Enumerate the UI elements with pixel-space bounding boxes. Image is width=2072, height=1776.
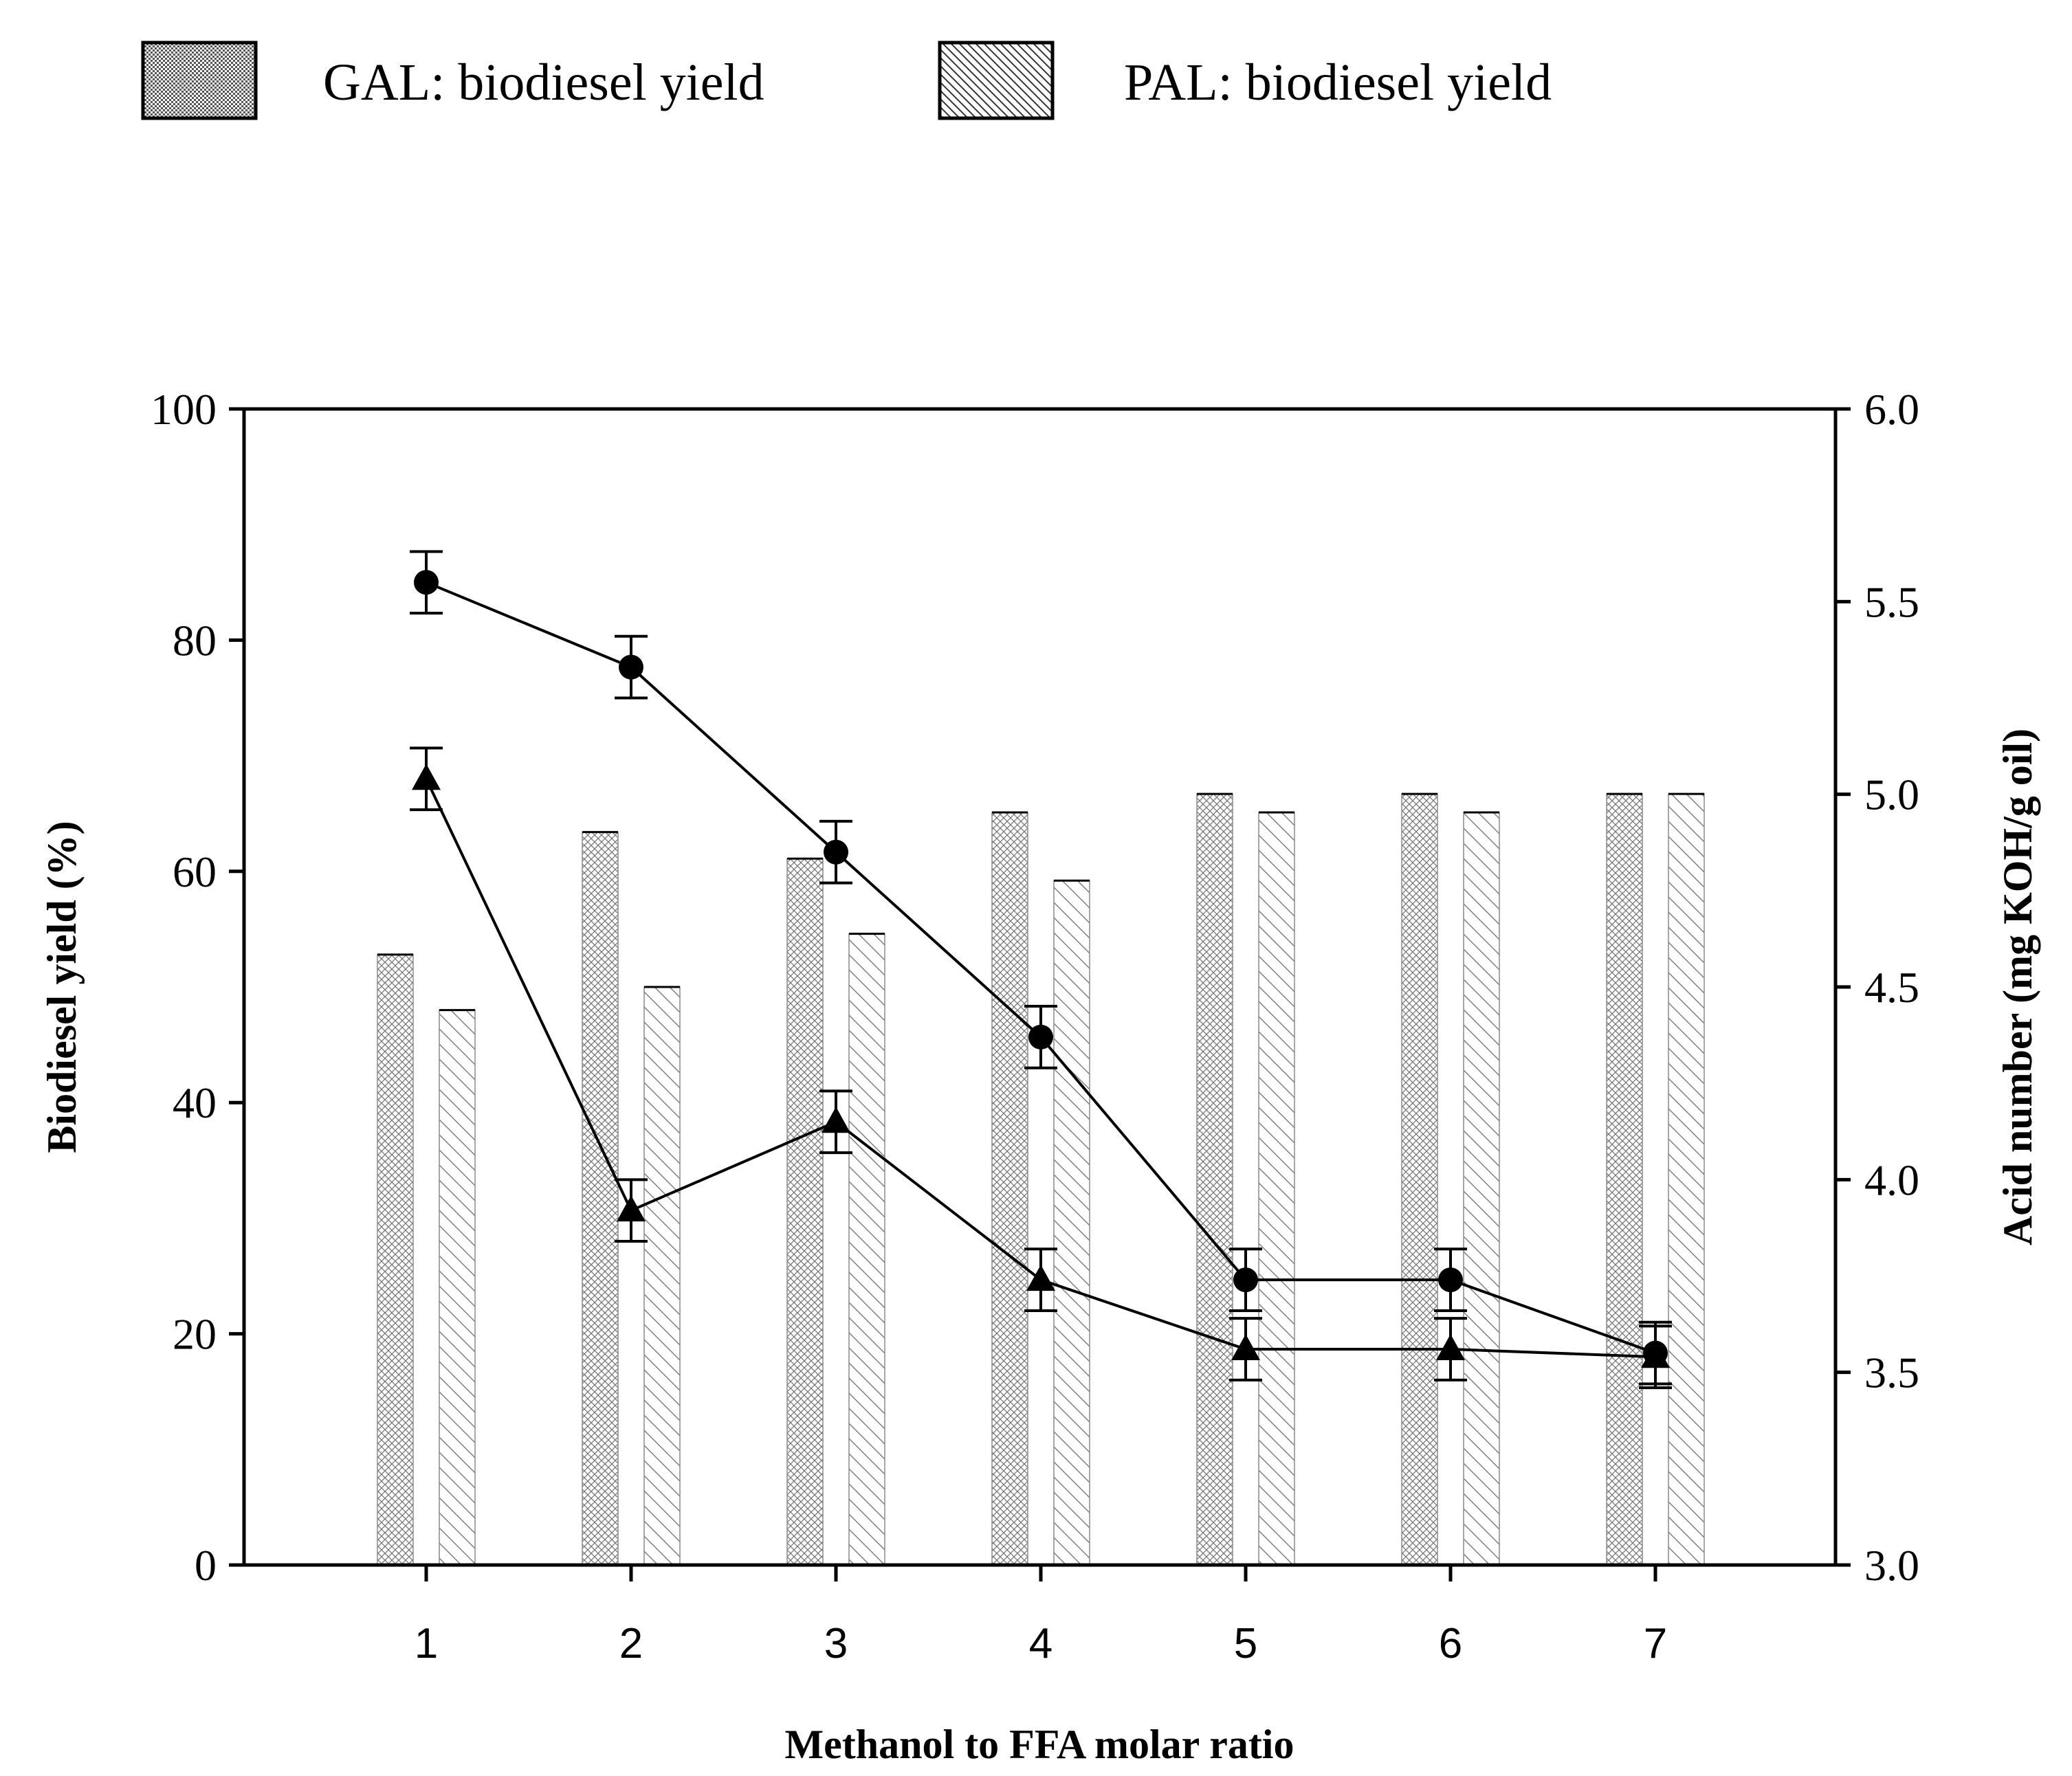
marker-circle-3 bbox=[824, 839, 848, 865]
y-right-tick-label-3.0: 3.0 bbox=[1864, 1541, 1919, 1590]
marker-triangle-2 bbox=[617, 1195, 646, 1222]
marker-circle-2 bbox=[619, 654, 643, 680]
y-left-tick-label-80: 80 bbox=[173, 616, 217, 665]
y-axis-right-title: Acid number (mg KOH/g oil) bbox=[1995, 729, 2040, 1245]
bar-pal-2 bbox=[643, 986, 681, 1566]
bar-gal-2 bbox=[582, 831, 619, 1566]
bar-pal-4 bbox=[1053, 880, 1090, 1566]
x-tick-label-2: 2 bbox=[619, 1620, 643, 1667]
legend-swatch-pal bbox=[938, 41, 1055, 120]
marker-triangle-3 bbox=[822, 1107, 850, 1133]
y-right-tick-label-6.0: 6.0 bbox=[1864, 385, 1919, 434]
bar-gal-1 bbox=[377, 954, 414, 1566]
x-tick-label-7: 7 bbox=[1644, 1620, 1667, 1667]
y-right-tick-label-5.5: 5.5 bbox=[1864, 577, 1919, 626]
marker-circle-5 bbox=[1233, 1267, 1258, 1293]
plot-frame bbox=[242, 407, 1838, 1567]
marker-triangle-5 bbox=[1231, 1334, 1260, 1361]
y-left-tick-label-60: 60 bbox=[173, 847, 217, 896]
y-axis-left-title: Biodiesel yield (%) bbox=[39, 821, 85, 1153]
legend-label-pal: PAL: biodiesel yield bbox=[1124, 54, 1552, 111]
x-tick-label-3: 3 bbox=[824, 1620, 848, 1667]
y-left-tick-label-20: 20 bbox=[173, 1310, 217, 1359]
x-tick-label-5: 5 bbox=[1234, 1620, 1257, 1667]
legend: GAL: biodiesel yield PAL: biodiesel yiel… bbox=[141, 41, 1552, 120]
y-left-tick-label-100: 100 bbox=[151, 385, 217, 434]
y-left-tick-label-40: 40 bbox=[173, 1078, 217, 1127]
lines-layer bbox=[410, 550, 1672, 1390]
bar-gal-7 bbox=[1606, 793, 1643, 1566]
bar-pal-1 bbox=[439, 1009, 476, 1566]
x-tick-label-6: 6 bbox=[1439, 1620, 1462, 1667]
marker-triangle-1 bbox=[412, 764, 441, 790]
bar-pal-7 bbox=[1668, 793, 1705, 1566]
y-right-tick-label-5.0: 5.0 bbox=[1864, 770, 1919, 819]
y-right-tick-label-4.0: 4.0 bbox=[1864, 1155, 1919, 1204]
legend-label-gal: GAL: biodiesel yield bbox=[323, 54, 764, 111]
marker-circle-1 bbox=[414, 570, 439, 595]
x-tick-label-4: 4 bbox=[1029, 1620, 1052, 1667]
legend-swatch-gal bbox=[141, 41, 258, 120]
bars-layer bbox=[377, 792, 1705, 1566]
marker-triangle-4 bbox=[1026, 1265, 1055, 1291]
y-left-tick-label-0: 0 bbox=[195, 1541, 217, 1590]
bar-gal-5 bbox=[1196, 793, 1233, 1566]
bar-pal-6 bbox=[1463, 812, 1500, 1566]
ticks-layer: 0 20 40 60 80 100 3.0 3.5 4.0 4.5 5.0 5.5 6.0 1 2 3 4 5 6 7 bbox=[151, 385, 1919, 1667]
x-axis-title: Methanol to FFA molar ratio bbox=[785, 1722, 1294, 1767]
marker-circle-6 bbox=[1438, 1267, 1463, 1293]
bar-pal-3 bbox=[848, 933, 885, 1566]
marker-triangle-7 bbox=[1641, 1342, 1670, 1368]
marker-circle-4 bbox=[1028, 1024, 1053, 1050]
y-right-tick-label-4.5: 4.5 bbox=[1864, 963, 1919, 1012]
x-tick-label-1: 1 bbox=[415, 1620, 438, 1667]
bar-pal-5 bbox=[1258, 812, 1295, 1566]
y-right-tick-label-3.5: 3.5 bbox=[1864, 1348, 1919, 1397]
bar-gal-4 bbox=[991, 812, 1028, 1566]
marker-triangle-6 bbox=[1436, 1334, 1465, 1361]
bar-gal-3 bbox=[786, 858, 824, 1566]
bar-gal-6 bbox=[1401, 793, 1438, 1566]
